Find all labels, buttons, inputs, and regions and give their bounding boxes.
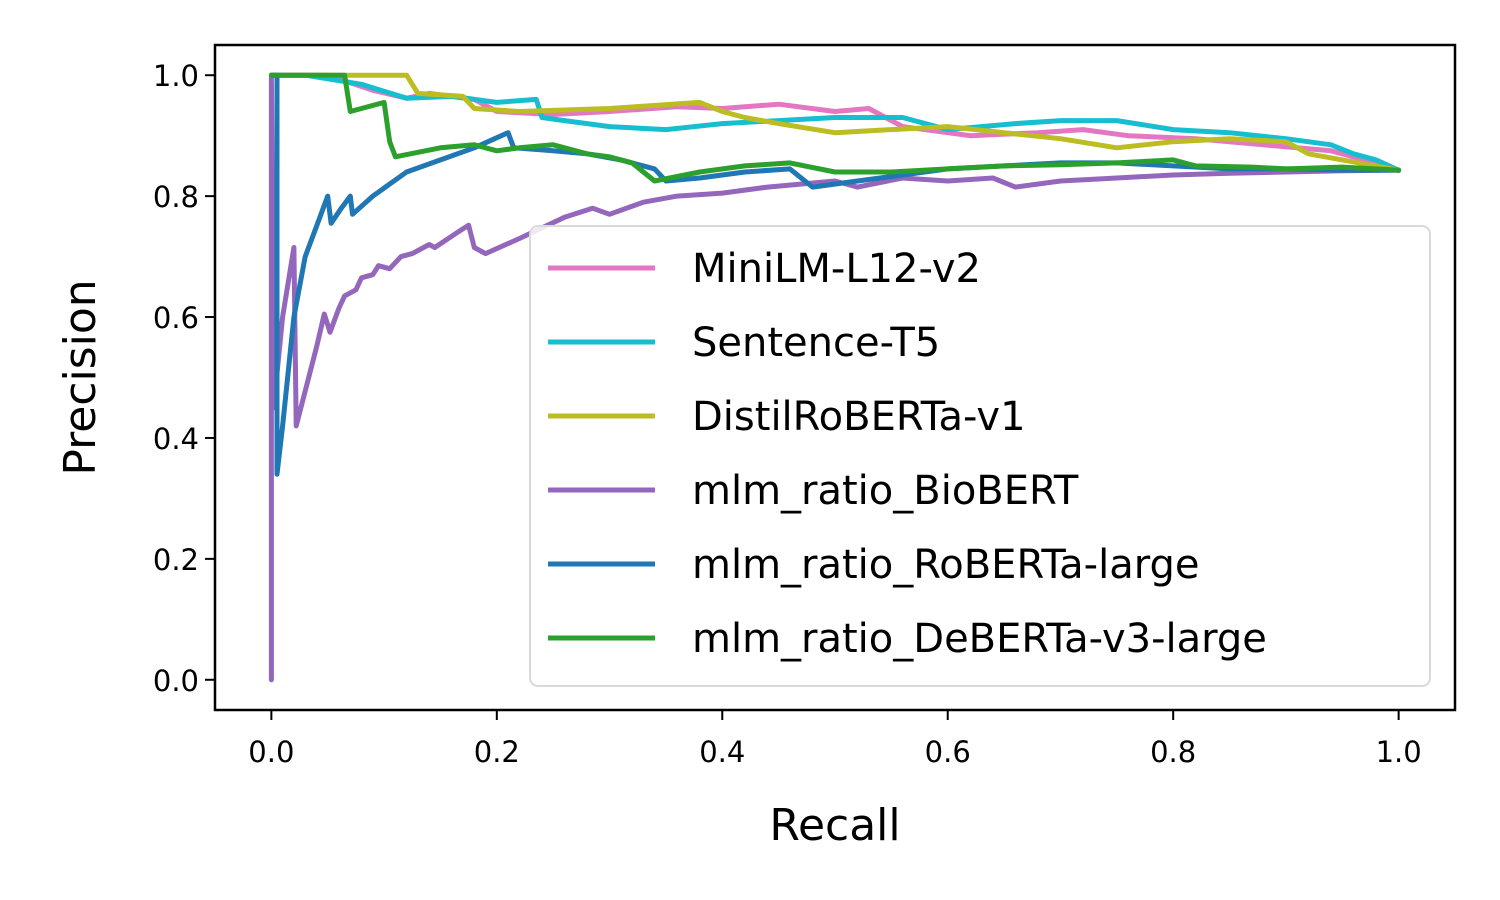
y-tick-label: 0.6 bbox=[153, 301, 199, 335]
y-tick-label: 0.4 bbox=[153, 422, 199, 456]
x-axis-label: Recall bbox=[769, 800, 900, 851]
legend-label: DistilRoBERTa-v1 bbox=[692, 394, 1026, 440]
legend-label: mlm_ratio_RoBERTa-large bbox=[692, 542, 1199, 588]
series-line-1 bbox=[268, 72, 1402, 173]
x-axis-ticks: 0.0 0.2 0.4 0.6 0.8 1.0 bbox=[248, 710, 1422, 769]
legend: MiniLM-L12-v2 Sentence-T5 DistilRoBERTa-v1… bbox=[529, 225, 1431, 687]
y-axis-label: Precision bbox=[55, 279, 106, 475]
x-tick-label: 0.6 bbox=[925, 735, 971, 769]
y-tick-label: 0.2 bbox=[153, 543, 199, 577]
y-axis-ticks: 0.0 0.2 0.4 0.6 0.8 1.0 bbox=[153, 59, 215, 698]
legend-label: MiniLM-L12-v2 bbox=[692, 246, 981, 292]
series-line-2 bbox=[268, 72, 1402, 173]
legend-label: mlm_ratio_BioBERT bbox=[692, 468, 1079, 514]
series-line-3 bbox=[268, 72, 1402, 683]
series-curves bbox=[268, 72, 1402, 683]
legend-label: Sentence-T5 bbox=[692, 320, 940, 366]
legend-label: mlm_ratio_DeBERTa-v3-large bbox=[692, 616, 1267, 662]
x-tick-label: 0.2 bbox=[474, 735, 520, 769]
x-tick-label: 0.4 bbox=[699, 735, 745, 769]
y-tick-label: 1.0 bbox=[153, 59, 199, 93]
legend-box bbox=[529, 225, 1431, 687]
y-tick-label: 0.8 bbox=[153, 180, 199, 214]
x-tick-label: 0.8 bbox=[1150, 735, 1196, 769]
x-tick-label: 1.0 bbox=[1376, 735, 1422, 769]
x-tick-label: 0.0 bbox=[248, 735, 294, 769]
series-line-5 bbox=[268, 72, 1402, 184]
plot-frame bbox=[213, 43, 1457, 712]
series-line-0 bbox=[268, 72, 1402, 174]
y-tick-label: 0.0 bbox=[153, 664, 199, 698]
